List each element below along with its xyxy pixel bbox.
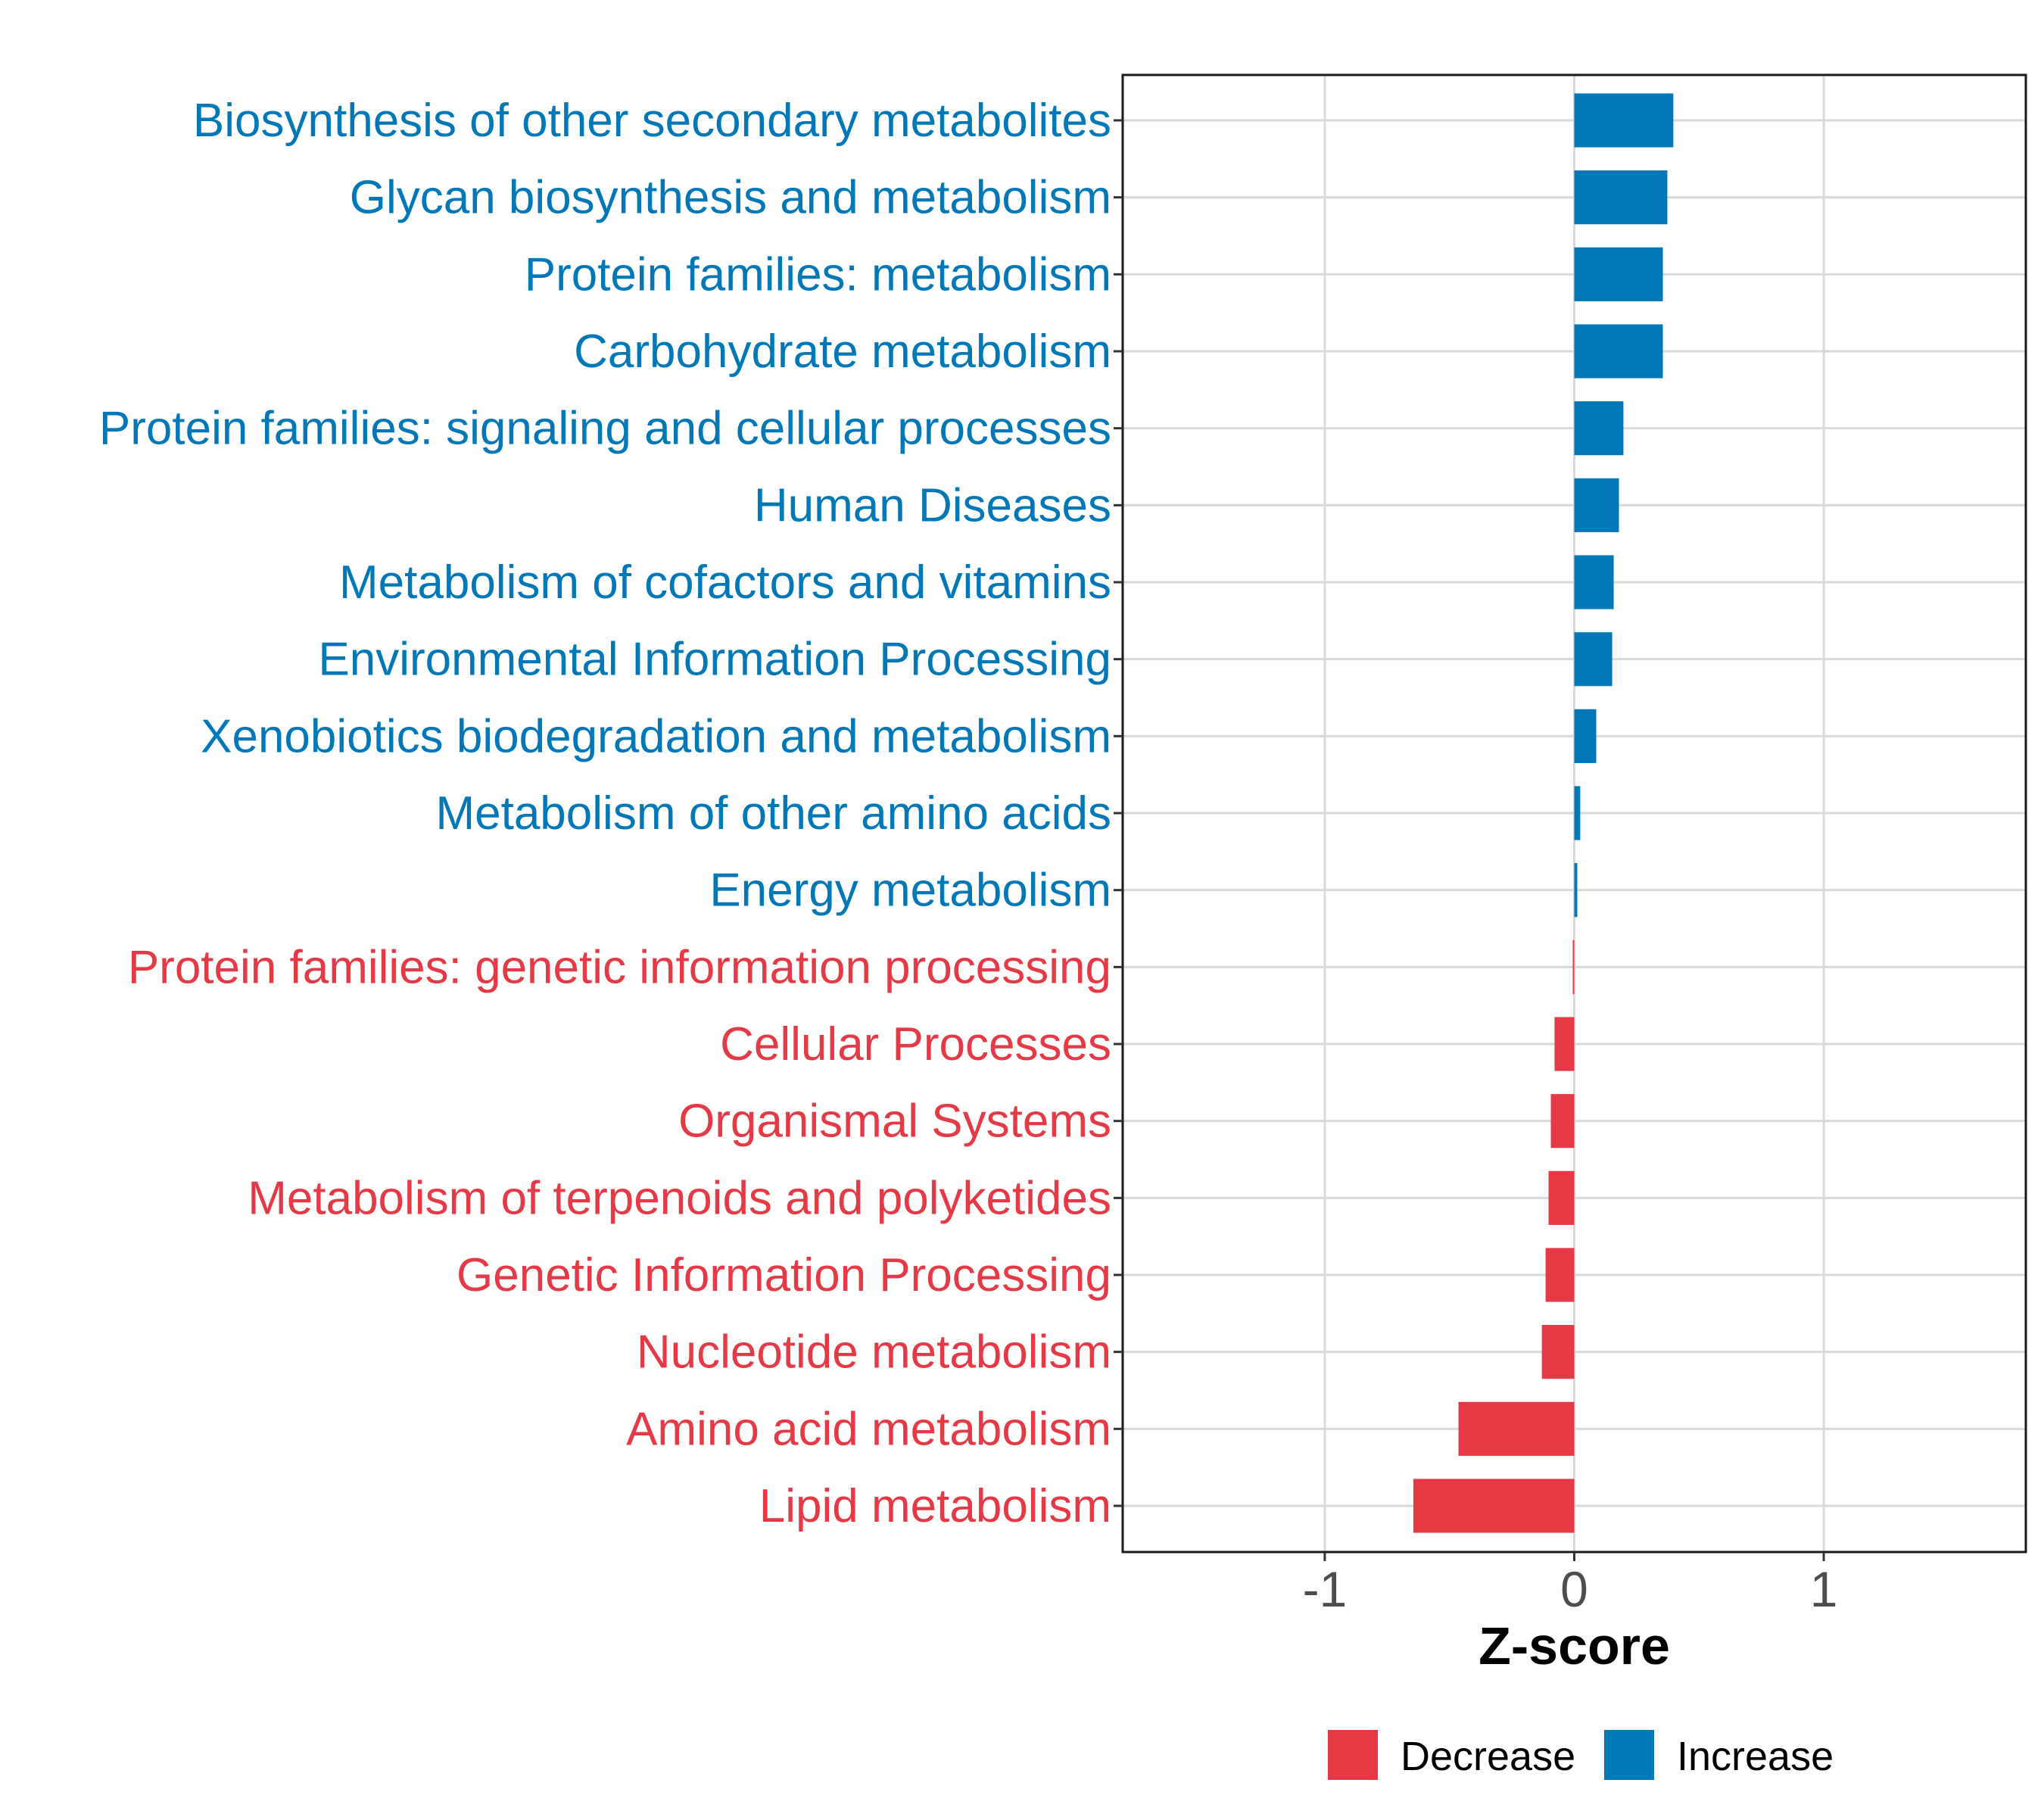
y-tick-label: Protein families: metabolism <box>525 248 1111 301</box>
legend-swatch-decrease <box>1328 1730 1378 1780</box>
bar-layer <box>1413 93 1674 1533</box>
y-tick-label: Nucleotide metabolism <box>637 1326 1111 1379</box>
y-tick-label: Environmental Information Processing <box>318 634 1111 686</box>
bar <box>1574 555 1614 609</box>
legend-swatch-increase <box>1604 1730 1654 1780</box>
y-tick-label: Organismal Systems <box>678 1095 1111 1148</box>
bar <box>1545 1248 1575 1302</box>
bar <box>1574 709 1597 763</box>
bar <box>1554 1017 1575 1071</box>
x-tick-label: 0 <box>1560 1561 1588 1617</box>
y-tick-label: Energy metabolism <box>709 865 1111 917</box>
legend: Decrease Increase <box>1328 1730 1834 1780</box>
y-tick-label: Carbohydrate metabolism <box>574 326 1111 378</box>
x-axis-title: Z-score <box>1478 1616 1670 1675</box>
y-tick-label: Metabolism of cofactors and vitamins <box>339 556 1111 609</box>
y-tick-label: Genetic Information Processing <box>456 1249 1111 1301</box>
bar <box>1574 93 1674 148</box>
y-tick-label: Biosynthesis of other secondary metaboli… <box>193 95 1111 147</box>
y-tick-label: Lipid metabolism <box>759 1480 1111 1532</box>
x-tick-label: 1 <box>1810 1561 1838 1617</box>
bar <box>1574 632 1612 687</box>
y-axis: Biosynthesis of other secondary metaboli… <box>99 95 1123 1532</box>
bar <box>1548 1170 1575 1225</box>
y-tick-label: Metabolism of other amino acids <box>435 787 1111 840</box>
y-tick-label: Xenobiotics biodegradation and metabolis… <box>201 710 1111 762</box>
x-axis: -1 0 1 <box>1303 1552 1838 1617</box>
y-tick-label: Metabolism of terpenoids and polyketides <box>248 1172 1111 1224</box>
bar <box>1574 786 1581 840</box>
bar <box>1413 1479 1575 1533</box>
y-tick-label: Human Diseases <box>754 479 1111 531</box>
y-tick-label: Glycan biosynthesis and metabolism <box>350 172 1111 224</box>
legend-label-increase: Increase <box>1677 1734 1834 1779</box>
bar <box>1572 940 1575 994</box>
y-tick-label: Protein families: signaling and cellular… <box>99 403 1111 455</box>
legend-label-decrease: Decrease <box>1401 1734 1575 1779</box>
bar <box>1574 324 1663 379</box>
bar <box>1574 401 1624 456</box>
bar <box>1458 1401 1575 1456</box>
bar <box>1574 478 1619 532</box>
y-tick-label: Protein families: genetic information pr… <box>128 941 1111 993</box>
bar <box>1574 863 1578 918</box>
bar <box>1550 1094 1575 1148</box>
bar <box>1541 1325 1575 1379</box>
bar <box>1574 247 1663 301</box>
bar <box>1574 170 1668 225</box>
y-tick-label: Amino acid metabolism <box>626 1403 1111 1455</box>
y-tick-label: Cellular Processes <box>720 1018 1111 1071</box>
x-tick-label: -1 <box>1303 1561 1348 1617</box>
